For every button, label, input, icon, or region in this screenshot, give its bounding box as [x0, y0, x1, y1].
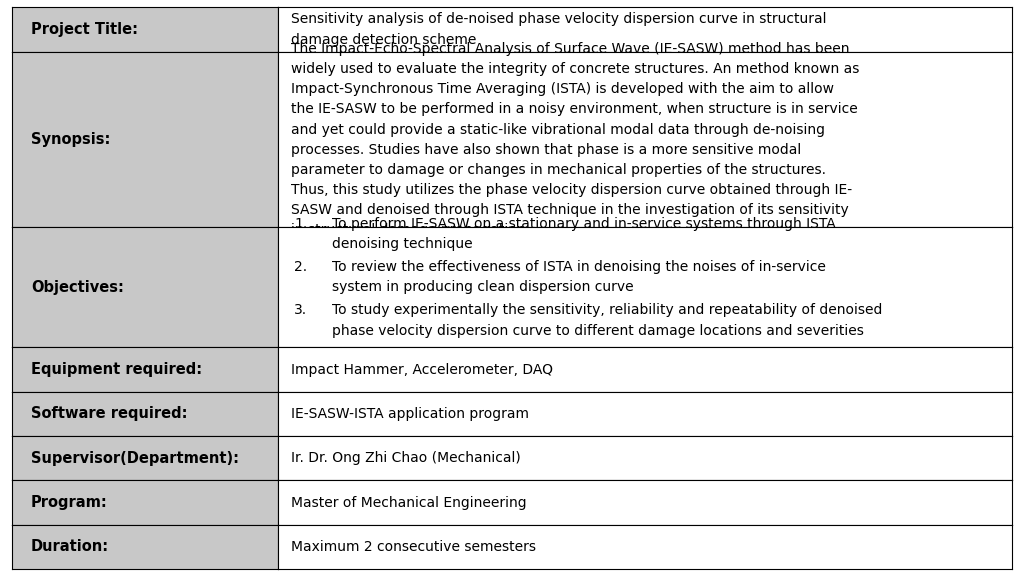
Text: parameter to damage or changes in mechanical properties of the structures.: parameter to damage or changes in mechan… [292, 163, 826, 177]
Text: Supervisor(Department):: Supervisor(Department): [31, 451, 239, 466]
Text: Synopsis:: Synopsis: [31, 132, 111, 147]
Text: phase velocity dispersion curve to different damage locations and severities: phase velocity dispersion curve to diffe… [332, 324, 863, 338]
Text: Equipment required:: Equipment required: [31, 362, 202, 377]
Text: Software required:: Software required: [31, 407, 187, 422]
Text: damage detection scheme: damage detection scheme [292, 33, 477, 47]
Text: processes. Studies have also shown that phase is a more sensitive modal: processes. Studies have also shown that … [292, 143, 802, 157]
Text: To study experimentally the sensitivity, reliability and repeatability of denois: To study experimentally the sensitivity,… [332, 304, 882, 317]
Text: Thus, this study utilizes the phase velocity dispersion curve obtained through I: Thus, this study utilizes the phase velo… [292, 183, 852, 197]
Text: Duration:: Duration: [31, 539, 109, 555]
Text: The Impact-Echo-Spectral Analysis of Surface Wave (IE-SASW) method has been: The Impact-Echo-Spectral Analysis of Sur… [292, 42, 850, 56]
Text: Program:: Program: [31, 495, 108, 510]
Text: To perform IE-SASW on a stationary and in-service systems through ISTA: To perform IE-SASW on a stationary and i… [332, 217, 836, 231]
Text: SASW and denoised through ISTA technique in the investigation of its sensitivity: SASW and denoised through ISTA technique… [292, 203, 849, 217]
Text: Impact-Synchronous Time Averaging (ISTA) is developed with the aim to allow: Impact-Synchronous Time Averaging (ISTA)… [292, 82, 835, 96]
Text: in structural damage propagation.: in structural damage propagation. [292, 223, 530, 237]
Text: and yet could provide a static-like vibrational modal data through de-noising: and yet could provide a static-like vibr… [292, 123, 825, 137]
Text: the IE-SASW to be performed in a noisy environment, when structure is in service: the IE-SASW to be performed in a noisy e… [292, 103, 858, 116]
Text: Sensitivity analysis of de-noised phase velocity dispersion curve in structural: Sensitivity analysis of de-noised phase … [292, 13, 826, 26]
Text: 3.: 3. [294, 304, 307, 317]
Text: widely used to evaluate the integrity of concrete structures. An method known as: widely used to evaluate the integrity of… [292, 62, 860, 76]
Text: denoising technique: denoising technique [332, 237, 472, 251]
Text: Impact Hammer, Accelerometer, DAQ: Impact Hammer, Accelerometer, DAQ [292, 362, 553, 377]
Text: Objectives:: Objectives: [31, 280, 124, 295]
Text: Master of Mechanical Engineering: Master of Mechanical Engineering [292, 495, 527, 510]
Text: 2.: 2. [294, 260, 307, 274]
Text: system in producing clean dispersion curve: system in producing clean dispersion cur… [332, 281, 633, 294]
Text: Ir. Dr. Ong Zhi Chao (Mechanical): Ir. Dr. Ong Zhi Chao (Mechanical) [292, 451, 521, 465]
Text: IE-SASW-ISTA application program: IE-SASW-ISTA application program [292, 407, 529, 421]
Text: 1.: 1. [294, 217, 307, 231]
Text: To review the effectiveness of ISTA in denoising the noises of in-service: To review the effectiveness of ISTA in d… [332, 260, 825, 274]
Text: Project Title:: Project Title: [31, 22, 138, 37]
Text: Maximum 2 consecutive semesters: Maximum 2 consecutive semesters [292, 540, 537, 554]
